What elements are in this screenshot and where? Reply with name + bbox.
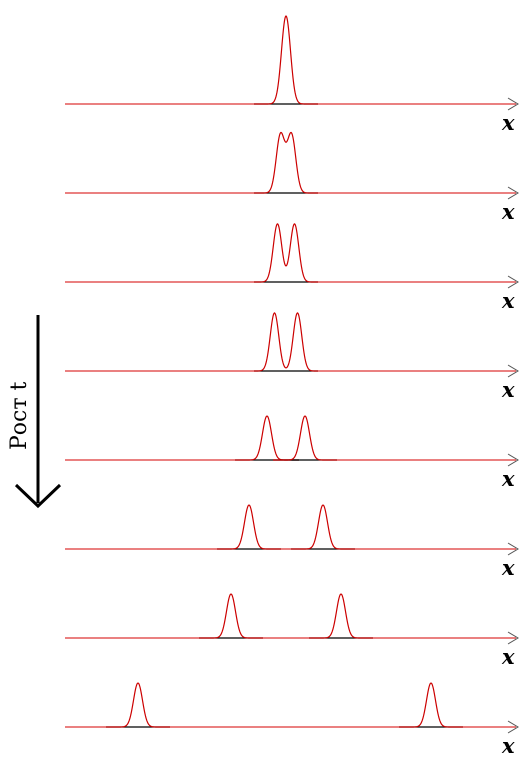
x-axis-arrowhead [507, 720, 519, 734]
x-axis-label: x [501, 466, 515, 491]
x-axis-label: x [501, 199, 515, 224]
x-axis-arrowhead [507, 453, 519, 467]
panel: x [65, 415, 519, 491]
pulse-curve [217, 504, 281, 550]
panel: x [65, 15, 519, 135]
pulse-curve [254, 131, 318, 194]
panel: x [65, 312, 519, 402]
x-axis-label: x [501, 110, 515, 135]
pulse-curve [199, 593, 263, 639]
x-axis-label: x [501, 733, 515, 758]
panel: x [65, 593, 519, 669]
time-arrow-head [14, 483, 62, 509]
pulse-curve [309, 593, 373, 639]
pulse-curve [254, 312, 318, 372]
pulse-curve [106, 682, 170, 728]
pulse-curve [399, 682, 463, 728]
x-axis-label: x [501, 377, 515, 402]
panels-group: x x x x x x x x [65, 15, 519, 758]
x-axis-label: x [501, 555, 515, 580]
x-axis-arrowhead [507, 631, 519, 645]
x-axis-arrowhead [507, 97, 519, 111]
x-axis-label: x [501, 288, 515, 313]
x-axis-arrowhead [507, 186, 519, 200]
panel: x [65, 131, 519, 224]
pulse-curve [291, 504, 355, 550]
x-axis-label: x [501, 644, 515, 669]
panel: x [65, 223, 519, 313]
panel: x [65, 504, 519, 580]
time-label: Рост t [7, 381, 32, 450]
pulse-curve [254, 223, 318, 283]
x-axis-arrowhead [507, 364, 519, 378]
panel: x [65, 682, 519, 758]
time-arrow [14, 315, 62, 509]
x-axis-arrowhead [507, 275, 519, 289]
x-axis-arrowhead [507, 542, 519, 556]
pulse-curve [235, 415, 299, 461]
pulse-curve [273, 415, 337, 461]
pulse-curve [254, 15, 318, 105]
